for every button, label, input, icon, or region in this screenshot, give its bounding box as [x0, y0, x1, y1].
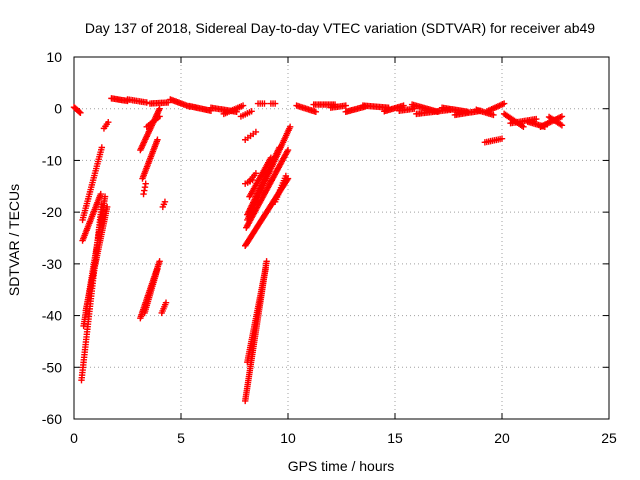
data-point [76, 108, 83, 116]
data-point [267, 154, 275, 162]
series-track-9 [124, 96, 150, 106]
x-axis-label: GPS time / hours [288, 458, 395, 474]
y-tick-label: -20 [42, 204, 62, 220]
data-point [342, 102, 349, 109]
data-point [557, 121, 564, 128]
series-track-35 [254, 100, 268, 107]
y-tick-label: -30 [42, 256, 62, 272]
series-track-17 [159, 198, 169, 211]
data-points [70, 95, 566, 405]
series-track-27 [243, 146, 292, 231]
y-tick-label: 0 [54, 101, 62, 117]
series-track-32 [242, 128, 260, 143]
chart-title: Day 137 of 2018, Sidereal Day-to-day VTE… [85, 20, 595, 36]
data-point [239, 102, 247, 109]
series-track-42 [381, 102, 407, 115]
data-point [252, 170, 260, 177]
y-tick-label: -50 [42, 359, 62, 375]
data-point [263, 258, 270, 265]
data-point [143, 99, 150, 106]
series-track-14 [140, 180, 149, 198]
data-point [77, 109, 84, 117]
data-point [103, 203, 111, 211]
series-track-55 [545, 113, 566, 129]
data-point [141, 187, 148, 194]
y-tick-label: -40 [42, 308, 62, 324]
data-point [252, 128, 260, 136]
y-axis-label: SDTVAR / TECUs [6, 184, 22, 296]
series-track-30 [246, 154, 275, 200]
data-point [162, 299, 170, 306]
series-track-48 [473, 106, 497, 119]
data-point [140, 190, 147, 198]
data-point [154, 265, 161, 273]
data-point [248, 108, 255, 115]
series-track-29 [244, 123, 294, 224]
x-tick-label: 20 [494, 430, 510, 446]
data-point [156, 258, 163, 265]
data-point [98, 144, 106, 151]
data-point [105, 118, 112, 126]
x-tick-label: 15 [387, 430, 403, 446]
data-point [156, 113, 163, 120]
series-track-13 [139, 136, 161, 182]
axis-ticks: 0 5 10 15 20 25 -60 -50 -40 -30 -20 -10 0 10 [42, 49, 617, 446]
data-point [500, 100, 508, 107]
series-track-12 [137, 105, 163, 154]
y-tick-label: -10 [42, 152, 62, 168]
data-point [142, 180, 149, 187]
data-point [282, 172, 290, 180]
data-point [154, 136, 161, 143]
series-track-49 [483, 100, 508, 115]
data-point [271, 100, 279, 107]
series-track-23 [237, 108, 255, 120]
series-track-18 [146, 99, 172, 107]
series-track-16 [158, 299, 170, 317]
series-track-34 [271, 172, 290, 205]
series-track-1 [70, 103, 84, 117]
data-point [533, 115, 540, 123]
data-point [520, 123, 527, 131]
grid [74, 57, 609, 419]
series-track-36 [267, 100, 279, 107]
data-point [400, 102, 407, 109]
data-point [490, 111, 497, 119]
data-point [249, 176, 256, 184]
data-point [498, 135, 506, 142]
x-tick-label: 5 [177, 430, 185, 446]
data-point [261, 100, 268, 107]
series-track-15 [143, 113, 163, 131]
series-track-22 [220, 102, 247, 118]
x-tick-label: 0 [70, 430, 78, 446]
data-point [558, 122, 566, 129]
x-tick-label: 10 [280, 430, 296, 446]
data-point [156, 105, 163, 112]
data-point [101, 193, 109, 200]
data-point [161, 198, 169, 205]
series-track-50 [481, 135, 506, 146]
series-track-37 [293, 102, 320, 116]
data-point [262, 265, 269, 273]
series-track-33 [242, 176, 256, 187]
series-track-4 [82, 203, 111, 314]
series-track-25 [244, 265, 269, 366]
y-tick-label: 10 [46, 49, 62, 65]
x-tick-label: 25 [601, 430, 617, 446]
data-point [141, 183, 149, 191]
series-track-5 [79, 190, 104, 244]
data-point [312, 108, 320, 116]
series-track-6 [79, 144, 106, 224]
series-track-39 [327, 102, 349, 111]
data-point [558, 113, 566, 120]
data-point [97, 190, 104, 198]
plot-frame [73, 56, 610, 420]
series-track-11 [141, 265, 161, 317]
y-tick-label: -60 [42, 411, 62, 427]
data-point [284, 146, 292, 154]
data-point [286, 123, 294, 131]
series-track-7 [100, 118, 112, 132]
